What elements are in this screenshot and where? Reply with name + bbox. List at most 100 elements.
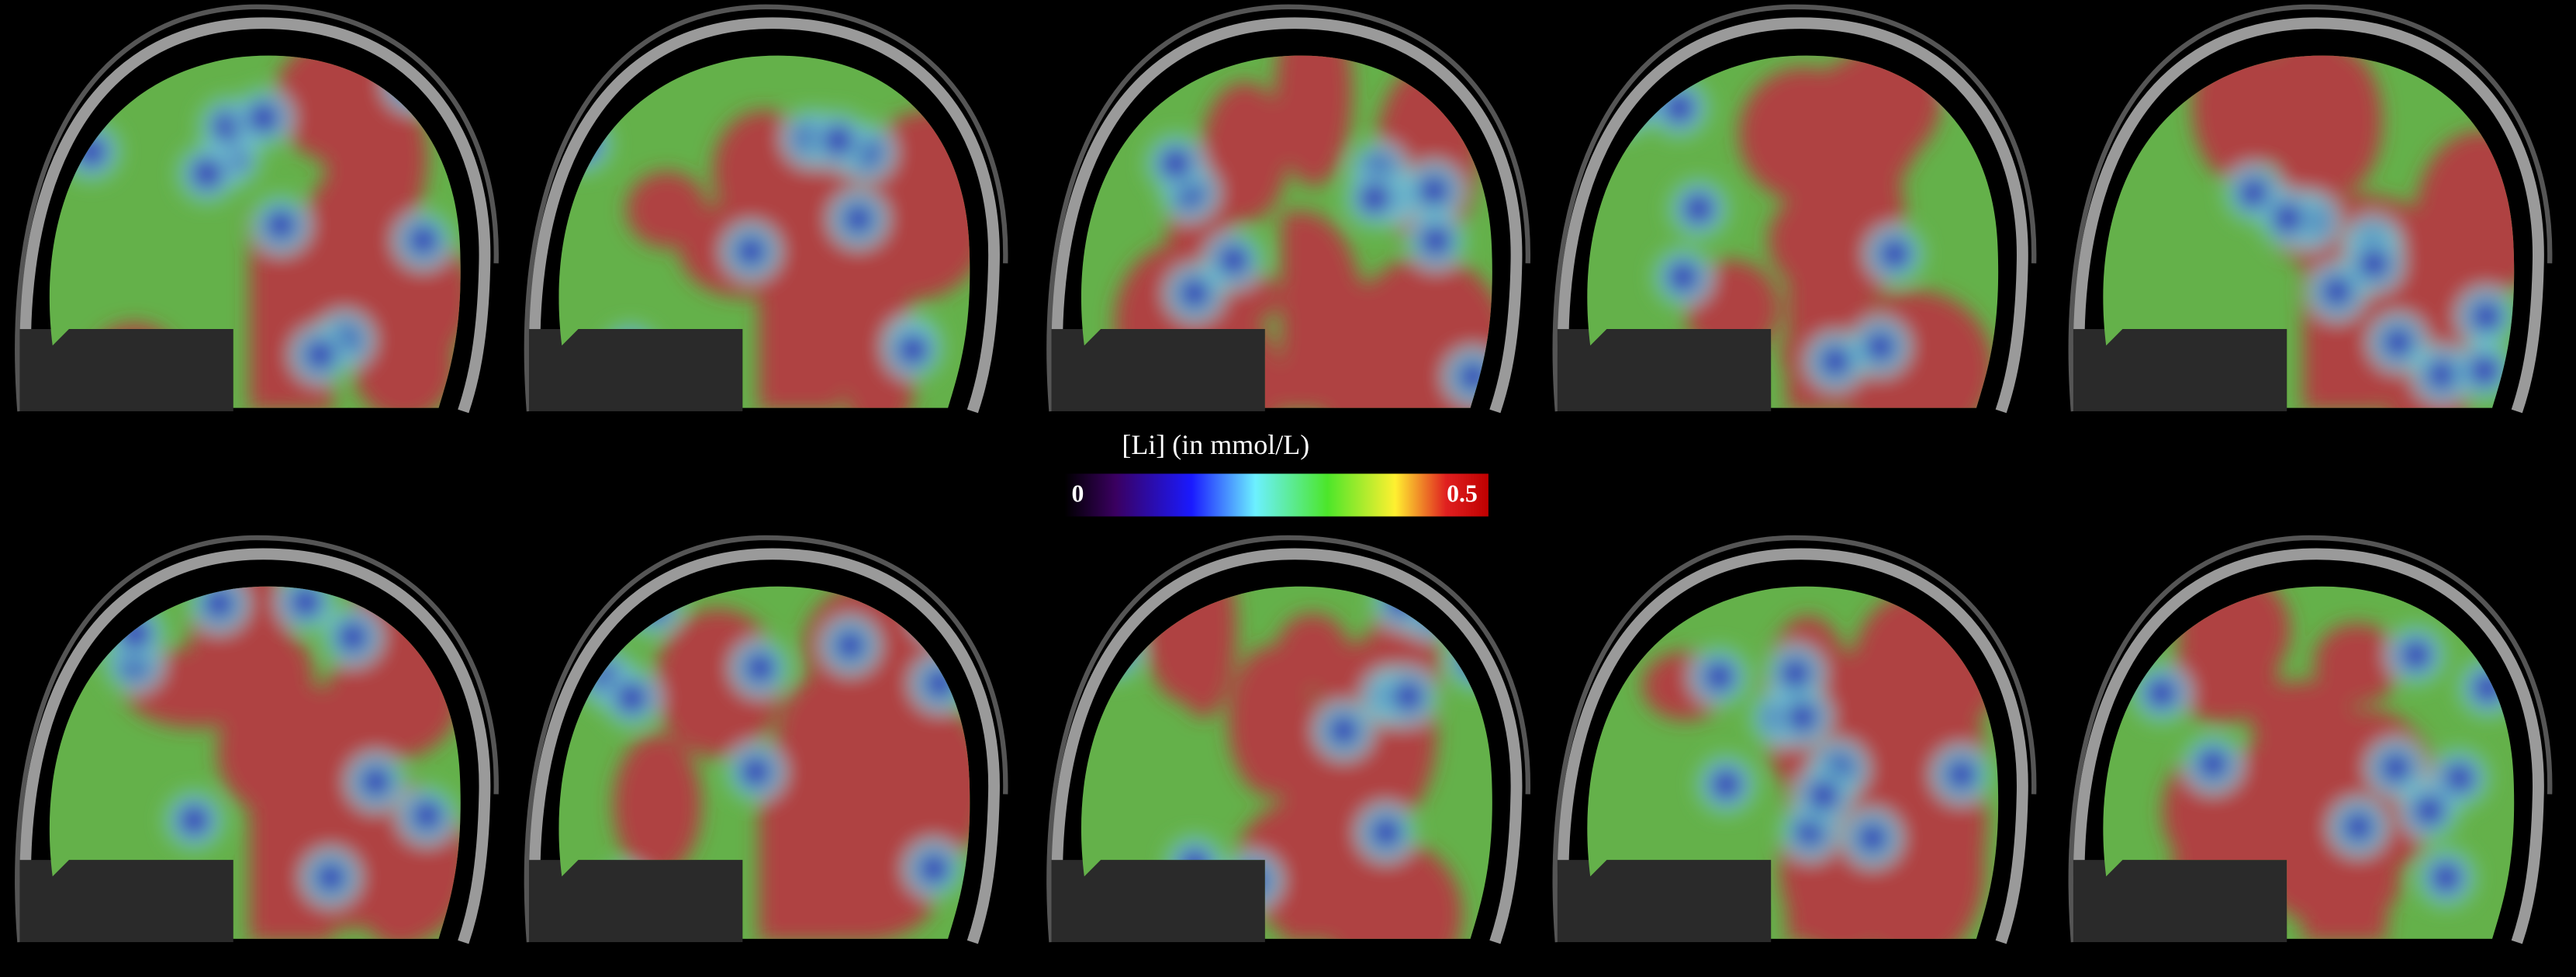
blue-blob [1665,258,1702,296]
blue-blob [334,618,372,656]
red-blob [840,269,918,408]
blue-blob [1416,172,1453,209]
neck [1051,860,1265,943]
blobs [49,586,461,939]
blue-blob [738,754,774,790]
neck [528,860,743,943]
blue-blob [2377,749,2415,786]
brain-slice [524,535,1008,944]
colorbar-min: 0 [1071,480,1084,507]
blue-blob [2423,356,2460,393]
blue-blob [188,155,226,192]
red-blob [341,133,423,239]
blue-blob [1157,145,1195,182]
blue-blob [894,331,932,368]
blue-blob [1680,190,1717,227]
blobs [558,55,970,408]
blue-blob [409,797,445,834]
skull [1557,548,2028,944]
red-blob [626,171,708,248]
blue-blob [245,99,282,137]
red-blob [353,311,456,408]
blobs [2192,55,2515,408]
blue-blob [1357,180,1393,217]
brainstem [1281,211,1368,408]
red-blob [2314,623,2401,705]
blue-blob [614,680,650,716]
blue-blob [2380,324,2416,361]
blue-blob [1862,328,1899,365]
blue-blob [2441,760,2477,796]
skull [2073,17,2544,414]
brainstem [1281,742,1368,939]
brain-slice [2068,4,2553,414]
brainstem [759,742,845,939]
neck [528,329,743,411]
blobs [1085,586,1492,939]
scalp [1552,4,2037,412]
blue-blob [1708,766,1744,803]
blue-blob [915,850,953,887]
scalp [1046,4,1530,412]
brain-slice [15,4,499,414]
overlay [2103,55,2515,408]
scalp [1046,535,1530,943]
blue-blob [2270,199,2307,237]
skull [528,17,1000,414]
brain-slice [1552,535,2037,944]
blue-blob [1817,343,1854,380]
blue-blob [313,859,349,896]
blue-blob [2466,352,2503,389]
blue-blob [1777,655,1814,692]
blue-blob [1215,241,1252,279]
blue-blob [405,222,441,258]
red-blob [613,733,702,876]
neck [1557,860,1772,943]
colorbar-label: [Li] (in mmol/L) [1122,429,1309,460]
blue-blob [1943,756,1980,793]
neck [1557,329,1772,411]
blue-blob [1784,698,1820,736]
brain-slice [524,4,1008,414]
scalp [15,535,499,943]
blue-blob [820,122,856,159]
blue-blob [2356,245,2392,282]
blue-blob [1368,814,1405,851]
blue-blob [2318,273,2356,310]
red-blob [1170,586,1237,718]
skull [19,17,491,414]
blue-blob [201,586,237,622]
red-blob [1202,81,1288,223]
red-blob [1275,55,1353,186]
blue-blob [832,627,869,663]
blue-blob [176,802,213,839]
blue-blob [2467,298,2505,334]
blobs [2133,586,2515,939]
blue-blob [2340,809,2377,845]
red-blob [189,623,314,720]
blue-blob [2398,636,2435,674]
overlay [558,55,970,408]
brain-slice [15,535,499,944]
blue-blob [1854,819,1891,857]
overlay [2103,586,2515,939]
blue-blob [742,650,779,686]
blue-blob [1876,235,1913,272]
scalp [15,4,499,412]
neck [19,329,233,411]
red-blob [1885,797,1972,937]
scalp [2068,535,2553,943]
blue-blob [262,206,299,244]
blue-blob [2428,859,2464,896]
blue-blob [358,764,394,800]
blue-blob [2143,674,2180,712]
scalp [1552,535,2037,943]
skull [19,548,491,944]
scalp [2068,4,2553,412]
skull [1557,17,2028,414]
red-blob [1738,67,1870,202]
red-blob [2266,55,2356,205]
blue-blob [2411,792,2448,829]
